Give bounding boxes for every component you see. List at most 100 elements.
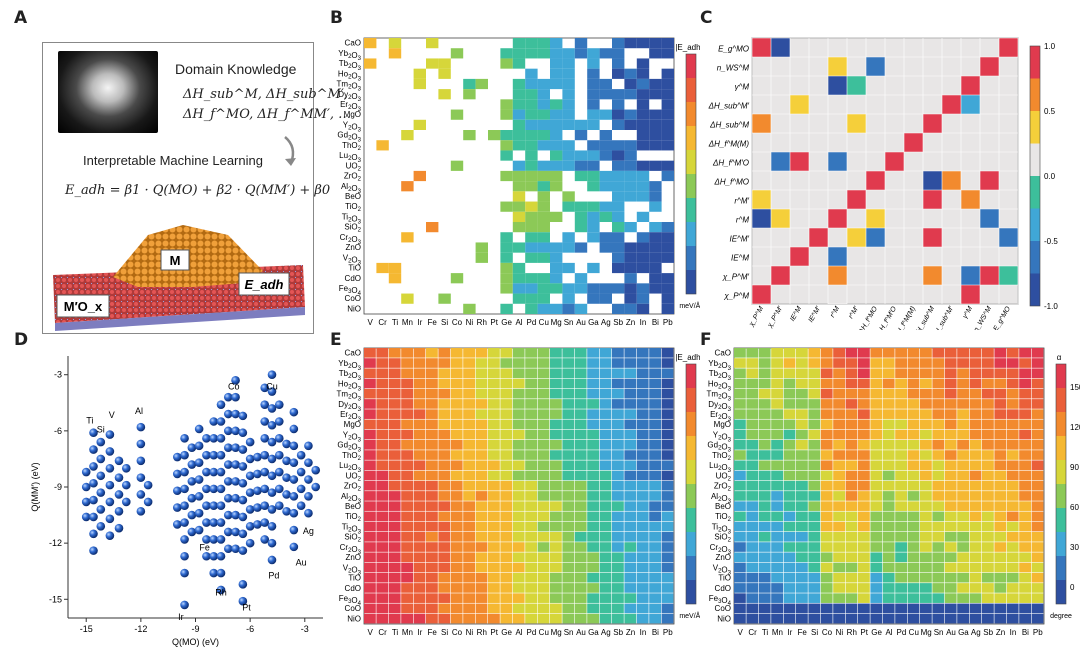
heat-cell xyxy=(734,440,746,450)
scatter-point xyxy=(209,551,219,561)
heat-cell xyxy=(512,38,526,49)
heat-cell xyxy=(734,460,746,471)
heat-cell xyxy=(957,593,969,603)
heat-cell xyxy=(1019,491,1031,501)
heat-cell xyxy=(982,358,994,368)
heat-cell xyxy=(944,419,957,430)
x-tick-label: -12 xyxy=(134,624,147,634)
metal-label: Sb xyxy=(983,628,993,637)
metal-label: Co xyxy=(822,628,833,637)
heat-cell xyxy=(649,368,661,379)
heat-cell xyxy=(525,521,537,532)
heat-cell xyxy=(783,378,796,389)
heat-cell xyxy=(376,491,389,501)
heat-cell xyxy=(612,303,625,314)
colorbar-segment xyxy=(686,364,696,388)
heat-cell xyxy=(562,409,575,419)
heat-cell xyxy=(562,78,575,90)
heat-cell xyxy=(982,450,994,460)
heat-cell xyxy=(376,593,389,603)
heat-cell xyxy=(413,491,426,501)
oxide-label: NiO xyxy=(717,614,731,623)
heat-cell xyxy=(512,201,526,212)
heat-cell xyxy=(562,583,575,593)
colorbar-segment xyxy=(686,436,696,460)
heat-cell xyxy=(475,450,488,460)
heat-cell xyxy=(1031,460,1044,471)
heat-cell xyxy=(661,572,674,583)
heat-cell xyxy=(1006,460,1019,471)
heat-cell xyxy=(820,358,833,368)
heat-cell xyxy=(587,78,600,90)
scatter-point xyxy=(172,503,182,512)
heat-cell xyxy=(388,262,402,274)
heat-cell xyxy=(882,511,895,522)
scatter-point xyxy=(194,441,204,451)
heat-cell xyxy=(649,450,661,460)
heat-cell xyxy=(858,613,870,624)
heat-cell xyxy=(413,170,426,182)
heat-cell xyxy=(376,583,389,593)
heat-cell xyxy=(636,358,649,368)
heat-cell xyxy=(1006,378,1019,389)
heat-cell xyxy=(388,501,401,511)
heat-cell xyxy=(820,562,833,573)
heat-cell xyxy=(574,542,587,552)
heat-cell xyxy=(587,201,600,212)
corr-cell xyxy=(961,76,980,95)
heat-cell xyxy=(438,460,451,471)
heat-cell xyxy=(758,552,771,563)
metal-label: Ga xyxy=(588,628,599,637)
heat-cell xyxy=(882,542,895,552)
heat-cell xyxy=(512,583,525,593)
corr-cell xyxy=(885,228,904,247)
heat-cell xyxy=(932,603,945,614)
heat-cell xyxy=(957,521,969,532)
heat-cell xyxy=(1031,358,1044,368)
heat-cell xyxy=(944,388,957,399)
heat-cell xyxy=(636,562,649,573)
heat-cell xyxy=(907,532,920,542)
scatter-point xyxy=(105,531,115,540)
heat-cell xyxy=(907,460,920,471)
heat-cell xyxy=(808,348,821,358)
heat-cell xyxy=(858,552,870,563)
heat-cell xyxy=(808,521,821,532)
colorbar-segment xyxy=(1056,412,1066,436)
heat-cell xyxy=(612,191,625,202)
heat-cell xyxy=(401,552,413,563)
heat-cell xyxy=(426,440,438,450)
scatter-point xyxy=(223,409,233,419)
scatter-point xyxy=(245,437,255,447)
heat-cell xyxy=(982,542,994,552)
heat-cell xyxy=(783,419,796,430)
heat-cell xyxy=(438,491,451,501)
heat-cell xyxy=(413,613,426,624)
heat-cell xyxy=(401,542,413,552)
heat-cell xyxy=(450,160,464,171)
heat-cell xyxy=(661,358,674,368)
heat-cell xyxy=(1031,583,1044,593)
scatter-point xyxy=(187,477,197,486)
heat-cell xyxy=(450,521,463,532)
heat-cell xyxy=(450,511,463,522)
scatter-point xyxy=(267,471,277,481)
heatmap-e-adhesion-full: CaOYb2O3Tb2O3Ho2O3Tm2O3Dy2O3Er2O3MgOY2O3… xyxy=(337,347,700,637)
heat-cell xyxy=(746,562,759,573)
metal-label: Mn xyxy=(772,628,783,637)
metal-label: Ir xyxy=(417,628,422,637)
heat-cell xyxy=(587,68,600,79)
heat-cell xyxy=(525,348,537,358)
heat-cell xyxy=(512,273,526,284)
heat-cell xyxy=(808,613,821,624)
heat-cell xyxy=(525,160,538,171)
heat-cell xyxy=(661,419,674,430)
scatter-point xyxy=(180,501,189,511)
correlation-matrix-c: E_g^MOE_g^MOn_WS^Mn_WS^Mγ^Mγ^MΔH_sub^M′Δ… xyxy=(708,37,1058,330)
heat-cell xyxy=(661,521,674,532)
oxide-label: Yb2O3 xyxy=(338,49,361,62)
heat-cell xyxy=(649,109,662,120)
scatter-point xyxy=(223,443,233,452)
heat-cell xyxy=(920,348,932,358)
heat-cell xyxy=(994,460,1007,471)
